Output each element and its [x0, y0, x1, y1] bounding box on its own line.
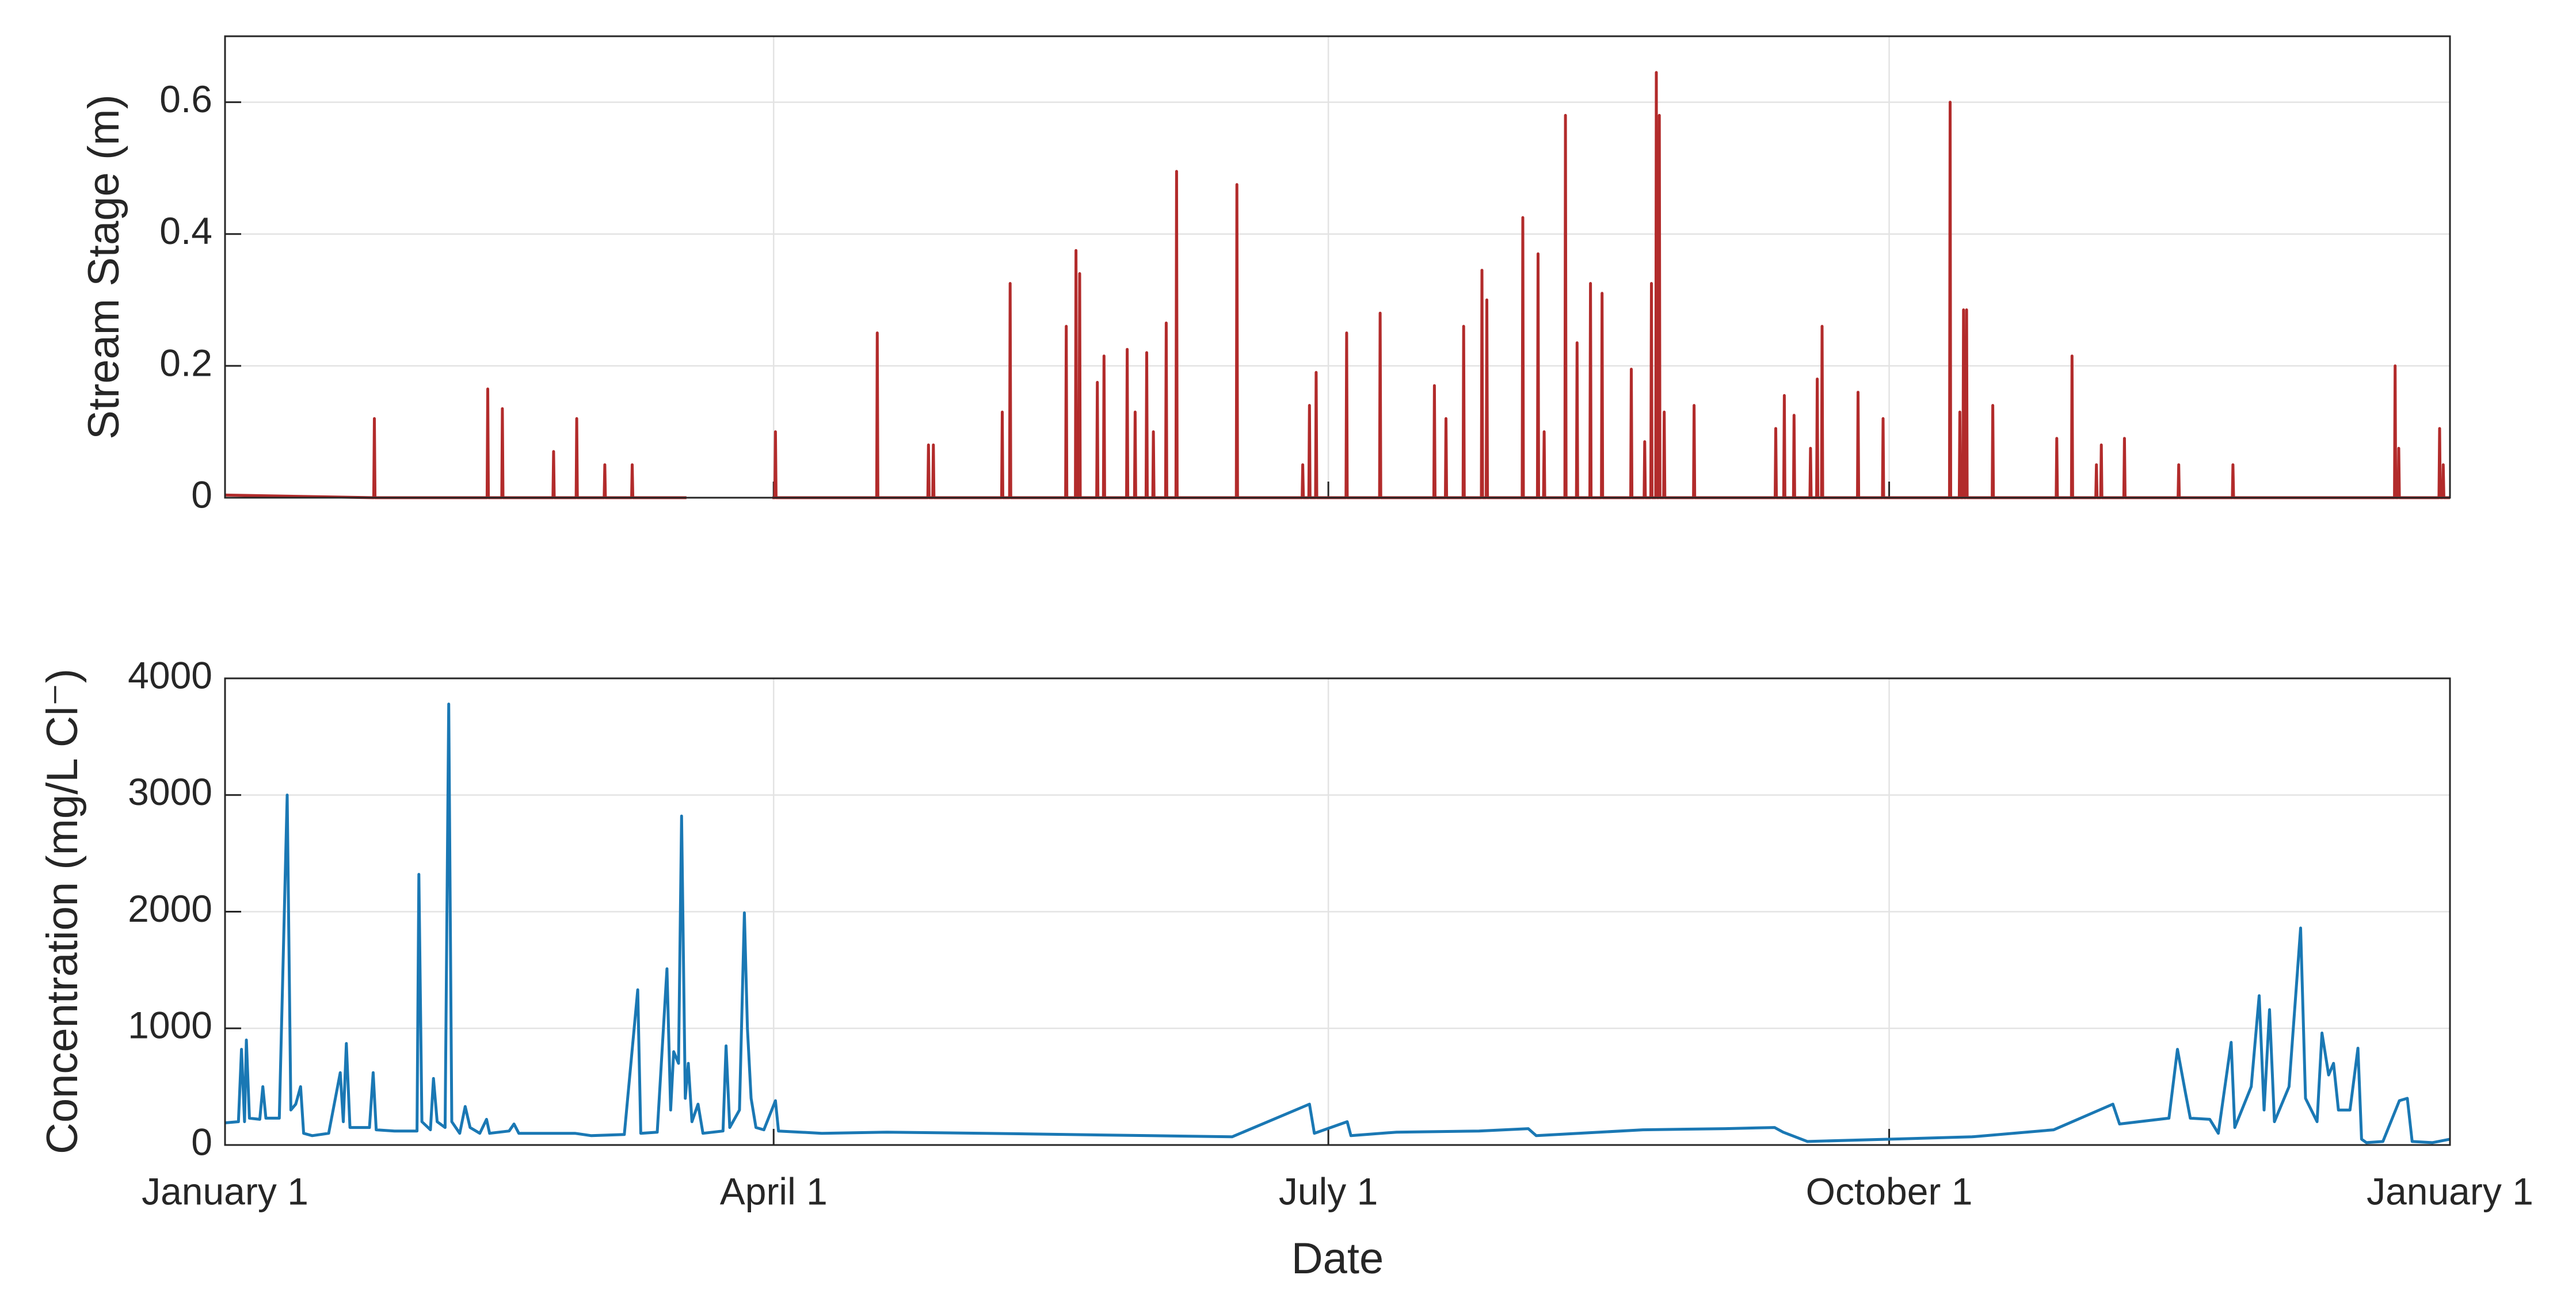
y-tick-label: 4000 [128, 654, 212, 696]
x-tick-label: April 1 [720, 1170, 828, 1212]
data-line [224, 703, 2451, 1144]
axes-box [224, 35, 2451, 499]
y-tick-label: 2000 [128, 887, 212, 930]
y-tick-label: 0.6 [159, 78, 212, 120]
y-tick-label: 0 [191, 1120, 212, 1163]
y-axis-label: Concentration (mg/L Cl⁻) [38, 669, 87, 1154]
axes-box [224, 677, 2451, 1146]
y-axis-label: Stream Stage (m) [79, 94, 128, 440]
x-axis-label: Date [1291, 1234, 1384, 1283]
y-tick-label: 1000 [128, 1004, 212, 1047]
y-tick-label: 0.2 [159, 341, 212, 384]
x-tick-label: July 1 [1279, 1170, 1378, 1212]
y-tick-label: 0 [191, 473, 212, 516]
y-tick-label: 0.4 [159, 209, 212, 252]
x-tick-label: October 1 [1806, 1170, 1973, 1212]
x-tick-label: January 1 [2367, 1170, 2533, 1212]
y-tick-label: 3000 [128, 770, 212, 813]
data-line [224, 71, 2450, 499]
x-tick-label: January 1 [142, 1170, 308, 1212]
